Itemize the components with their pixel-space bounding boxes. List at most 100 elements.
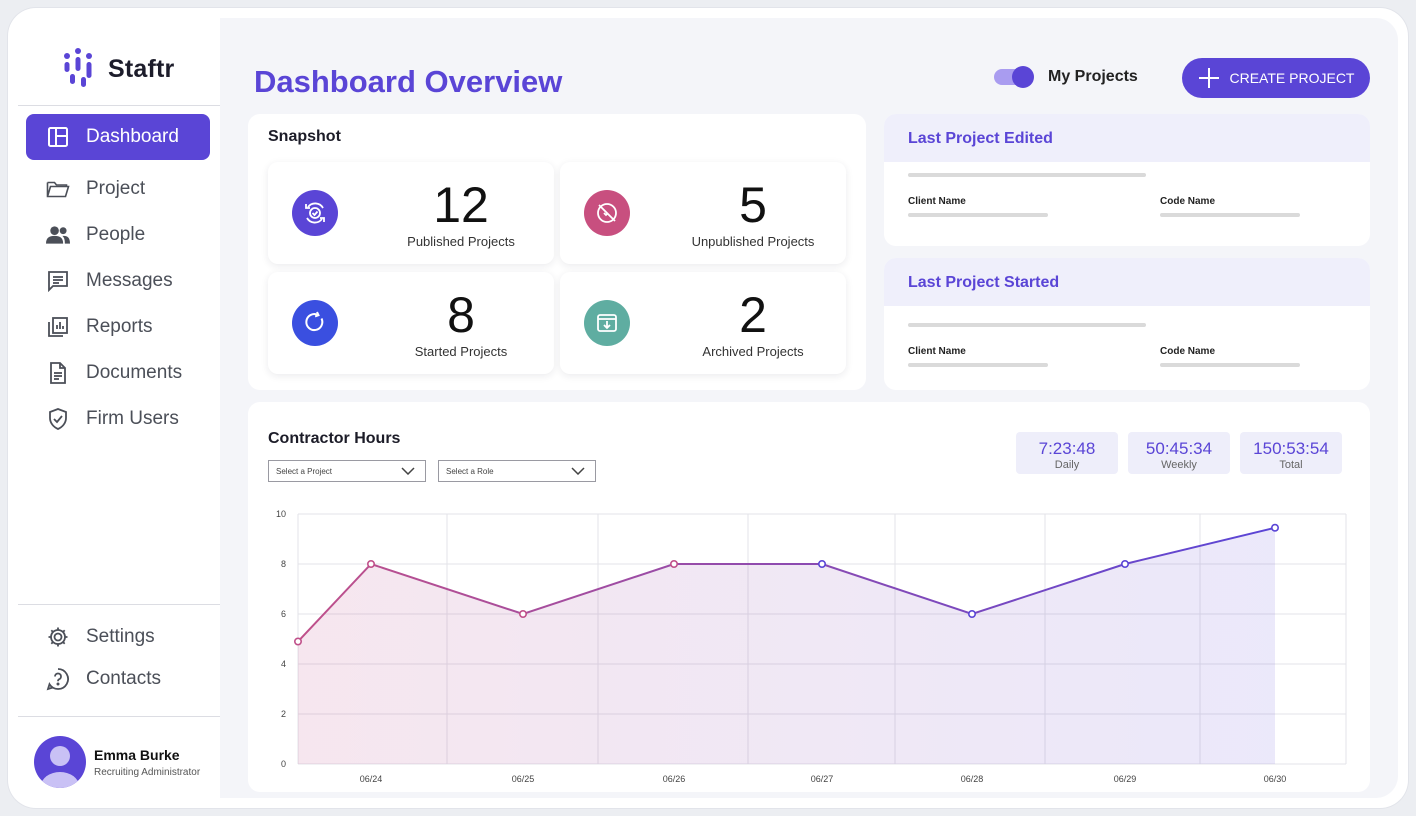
stat-archived[interactable]: 2 Archived Projects	[560, 272, 846, 374]
brand-name: Staftr	[108, 54, 175, 83]
sidebar-item-label: Documents	[86, 362, 183, 383]
user-name: Emma Burke	[94, 746, 180, 763]
data-point	[293, 637, 302, 646]
placeholder-bar	[908, 323, 1146, 327]
snapshot-card: Snapshot 12 Published Projects 5 Unpubli…	[248, 114, 866, 390]
placeholder-bar	[908, 363, 1048, 367]
y-tick-label: 10	[276, 509, 286, 519]
stat-published[interactable]: 12 Published Projects	[268, 162, 554, 264]
stat-label: Published Projects	[407, 234, 515, 249]
total-time: 150:53:54 Total	[1240, 432, 1342, 474]
sidebar-item-messages[interactable]: Messages	[26, 258, 210, 304]
toggle-label: My Projects	[1048, 68, 1138, 85]
sidebar-item-contacts[interactable]: Contacts	[26, 656, 210, 702]
data-point	[817, 559, 826, 568]
user-profile[interactable]: Emma Burke Recruiting Administrator	[34, 736, 200, 788]
sidebar-item-firm-users[interactable]: Firm Users	[26, 396, 210, 442]
card-header	[884, 258, 1370, 306]
dashboard-icon	[46, 125, 70, 149]
sidebar-item-people[interactable]: People	[26, 212, 210, 258]
data-point	[669, 559, 678, 568]
y-tick-label: 0	[281, 759, 286, 769]
data-point	[1270, 523, 1279, 532]
stat-value: 12	[433, 177, 489, 233]
last-project-started-card[interactable]: Last Project Started Client Name Code Na…	[884, 258, 1370, 390]
code-name-label: Code Name	[1160, 346, 1216, 357]
data-point	[518, 610, 527, 619]
last-edited-title: Last Project Edited	[908, 130, 1053, 147]
total-time-value: 150:53:54	[1253, 439, 1329, 458]
published-icon	[292, 190, 338, 236]
create-project-label: CREATE PROJECT	[1229, 70, 1355, 86]
help-icon	[46, 667, 70, 691]
last-project-edited-card[interactable]: Last Project Edited Client Name Code Nam…	[884, 114, 1370, 246]
role-select[interactable]: Select a Role	[438, 460, 596, 482]
sidebar-item-label: Firm Users	[86, 408, 179, 429]
sidebar-divider	[18, 716, 220, 717]
my-projects-toggle[interactable]: My Projects	[994, 66, 1138, 88]
people-icon	[46, 223, 70, 247]
plus-icon	[1198, 68, 1219, 88]
y-tick-label: 6	[281, 609, 286, 619]
x-tick-label: 06/25	[512, 774, 535, 784]
project-select-placeholder: Select a Project	[276, 467, 333, 476]
stat-value: 8	[447, 287, 475, 343]
stat-label: Started Projects	[414, 344, 508, 359]
stat-started[interactable]: 8 Started Projects	[268, 272, 554, 374]
data-point	[967, 610, 976, 619]
folder-icon	[46, 177, 70, 201]
series-line	[297, 526, 1276, 643]
sidebar-item-label: Project	[86, 178, 146, 199]
x-tick-label: 06/28	[961, 774, 984, 784]
sidebar: Staftr Dashboard Project People Messag	[18, 18, 220, 798]
sidebar-item-label: Dashboard	[86, 126, 179, 147]
messages-icon	[46, 269, 70, 293]
x-tick-label: 06/27	[811, 774, 834, 784]
snapshot-title: Snapshot	[268, 128, 341, 145]
main-content: Dashboard Overview My Projects CREATE PR…	[220, 18, 1398, 798]
y-tick-label: 4	[281, 659, 286, 669]
card-header	[884, 114, 1370, 162]
client-name-label: Client Name	[908, 346, 966, 357]
placeholder-bar	[1160, 213, 1300, 217]
sidebar-divider	[18, 105, 220, 106]
y-tick-label: 2	[281, 709, 286, 719]
project-select[interactable]: Select a Project	[268, 460, 426, 482]
sidebar-item-label: Contacts	[86, 668, 161, 689]
sidebar-item-label: Reports	[86, 316, 153, 337]
create-project-button[interactable]: CREATE PROJECT	[1182, 58, 1370, 98]
avatar	[34, 736, 86, 788]
placeholder-bar	[1160, 363, 1300, 367]
sidebar-item-project[interactable]: Project	[26, 166, 210, 212]
chevron-down-icon	[571, 467, 585, 475]
stat-value: 2	[739, 287, 767, 343]
y-tick-label: 8	[281, 559, 286, 569]
daily-time-value: 7:23:48	[1038, 439, 1096, 458]
sidebar-item-label: People	[86, 224, 146, 245]
x-tick-label: 06/30	[1264, 774, 1287, 784]
sidebar-item-documents[interactable]: Documents	[26, 350, 210, 396]
sidebar-divider	[18, 604, 220, 605]
stat-label: Archived Projects	[702, 344, 804, 359]
shield-icon	[46, 407, 70, 431]
code-name-label: Code Name	[1160, 196, 1216, 207]
archive-icon	[584, 300, 630, 346]
placeholder-bar	[908, 173, 1146, 177]
staftr-logo-icon	[64, 48, 92, 87]
contractor-hours-card: Contractor Hours Select a Project Select…	[248, 402, 1370, 792]
sidebar-item-reports[interactable]: Reports	[26, 304, 210, 350]
total-time-label: Total	[1279, 459, 1303, 471]
area-fill	[298, 527, 1275, 764]
toggle-switch[interactable]	[994, 66, 1034, 88]
sidebar-item-settings[interactable]: Settings	[26, 614, 210, 660]
x-tick-label: 06/24	[360, 774, 383, 784]
logo[interactable]: Staftr	[62, 46, 174, 92]
sidebar-item-dashboard[interactable]: Dashboard	[26, 114, 210, 160]
last-started-title: Last Project Started	[908, 274, 1060, 291]
daily-time: 7:23:48 Daily	[1016, 432, 1118, 474]
user-role: Recruiting Administrator	[94, 766, 201, 778]
unpublished-icon	[584, 190, 630, 236]
stat-label: Unpublished Projects	[691, 234, 815, 249]
contractor-hours-title: Contractor Hours	[268, 430, 401, 447]
stat-unpublished[interactable]: 5 Unpublished Projects	[560, 162, 846, 264]
